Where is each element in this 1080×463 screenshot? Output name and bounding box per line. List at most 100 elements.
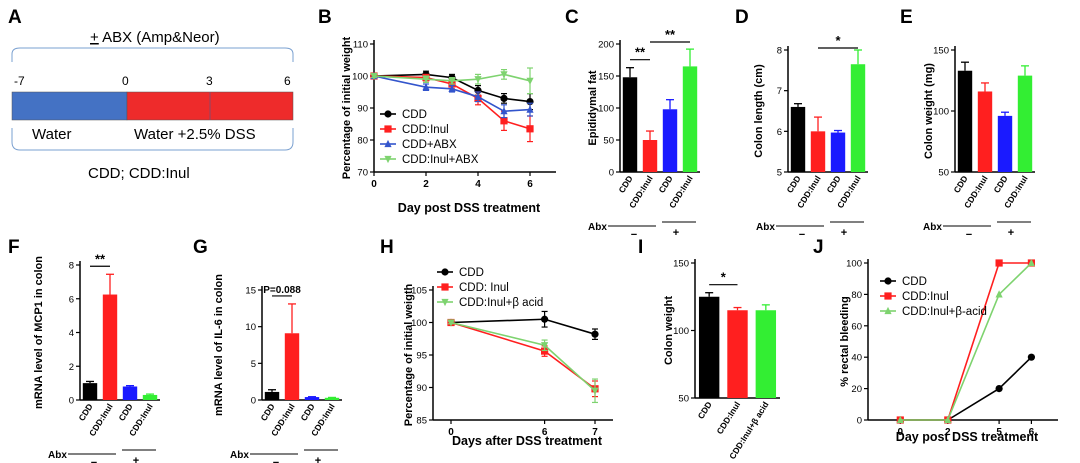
abx-minus: −: [966, 229, 972, 241]
data-point: [591, 330, 599, 338]
series-cdd-inul-abx: CDD:Inul+ABX: [370, 67, 534, 166]
panel-label-h: H: [380, 237, 394, 258]
data-point: [422, 83, 430, 91]
tick-neg7: -7: [14, 74, 25, 88]
x-tick-label: 0: [448, 427, 454, 438]
x-tick-label: 5: [996, 427, 1002, 438]
data-point: [500, 94, 508, 102]
data-point: [447, 319, 455, 327]
series-line: [373, 73, 531, 82]
y-tick-label: 150: [673, 259, 689, 270]
data-point: [526, 105, 534, 113]
panel-label-j: J: [813, 237, 824, 258]
legend-marker: [384, 155, 392, 164]
tick-0: 0: [122, 74, 129, 88]
data-point: [591, 387, 599, 395]
series-line: [450, 321, 596, 390]
legend-marker: [384, 110, 392, 118]
data-point: [474, 76, 482, 84]
legend-marker: [384, 125, 392, 133]
series-line: [450, 318, 596, 335]
y-tick-label: 50: [603, 136, 614, 147]
y-axis-title: Colon weight: [663, 296, 675, 365]
x-tick-label: 0: [371, 179, 377, 190]
data-point: [896, 415, 904, 424]
x-tick-label: 2: [945, 427, 951, 438]
panel-label-a: A: [8, 7, 22, 28]
legend-label: CDD+ABX: [402, 139, 457, 151]
y-tick-label: 0: [251, 396, 256, 407]
data-point: [448, 84, 456, 92]
legend-marker: [884, 292, 892, 300]
bar-3: [122, 386, 138, 400]
y-tick-label: 100: [411, 318, 427, 329]
x-axis-title: Day post DSS treatment: [398, 201, 541, 215]
data-point: [474, 92, 482, 100]
y-tick-label: 50: [938, 168, 949, 179]
series-line: [450, 321, 596, 392]
abx-plus: +: [133, 455, 139, 463]
legend-label: CDD: [459, 267, 484, 279]
panel-label-c: C: [565, 7, 579, 28]
abx-bracket: [11, 47, 294, 62]
abx-label: Abx: [756, 222, 775, 233]
legend-marker: [884, 306, 892, 315]
y-tick-label: 90: [416, 383, 427, 394]
bar-2: [727, 310, 748, 398]
abx-prefix: +: [90, 29, 99, 46]
x-tick-label: 6: [542, 427, 548, 438]
category-label: CDD: [696, 400, 714, 421]
category-label: CDD: [258, 402, 276, 423]
significance-label: **: [665, 27, 676, 42]
bar-1: [264, 391, 280, 400]
bar-3: [662, 109, 678, 172]
legend-label: CDD: Inul: [459, 282, 509, 294]
data-point: [1027, 258, 1035, 267]
y-axis-title: Colon length (cm): [753, 64, 765, 158]
series-line: [900, 262, 1032, 421]
series-line: [373, 73, 531, 103]
category-label: CDD: [76, 402, 94, 423]
y-tick-label: 15: [245, 286, 256, 297]
series-line: [373, 75, 531, 130]
category-label: CDD: [616, 174, 634, 195]
y-tick-label: 100: [352, 72, 368, 83]
y-tick-label: 150: [933, 46, 949, 57]
y-axis-title: Percentage of initial weigth: [403, 284, 415, 427]
y-tick-label: 2: [69, 362, 74, 373]
y-tick-label: 4: [69, 328, 74, 339]
bar-2: [102, 294, 118, 400]
water-label: Water: [32, 126, 71, 143]
y-axis-title: Percentage of initial weight: [341, 36, 353, 179]
y-tick-label: 60: [851, 321, 862, 332]
x-tick-label: 7: [592, 427, 598, 438]
category-label: CDD: [656, 174, 674, 195]
abx-label: + ABX (Amp&Neor): [90, 29, 220, 46]
significance-label: *: [721, 270, 727, 285]
legend-label: CDD:Inul+ABX: [402, 154, 479, 166]
x-tick-label: 0: [898, 427, 904, 438]
data-point: [422, 76, 430, 84]
y-tick-label: 0: [857, 416, 862, 427]
significance-label: **: [95, 251, 106, 266]
x-axis-title: Day post DSS treatment: [896, 430, 1039, 444]
data-point: [526, 77, 534, 85]
groups-label: CDD; CDD:Inul: [88, 165, 190, 182]
y-tick-label: 100: [673, 326, 689, 337]
series-line: [373, 75, 531, 113]
abx-label: Abx: [230, 450, 249, 461]
bar-3: [997, 115, 1013, 172]
y-tick-label: 8: [777, 46, 782, 57]
water-segment: [11, 91, 128, 121]
y-tick-label: 5: [251, 359, 256, 370]
y-tick-label: 70: [357, 168, 368, 179]
x-axis-title: Days after DSS treatment: [452, 434, 603, 448]
y-axis-title: Epididymal fat: [587, 70, 599, 146]
bar-2: [284, 333, 300, 400]
panel-label-d: D: [735, 7, 749, 28]
